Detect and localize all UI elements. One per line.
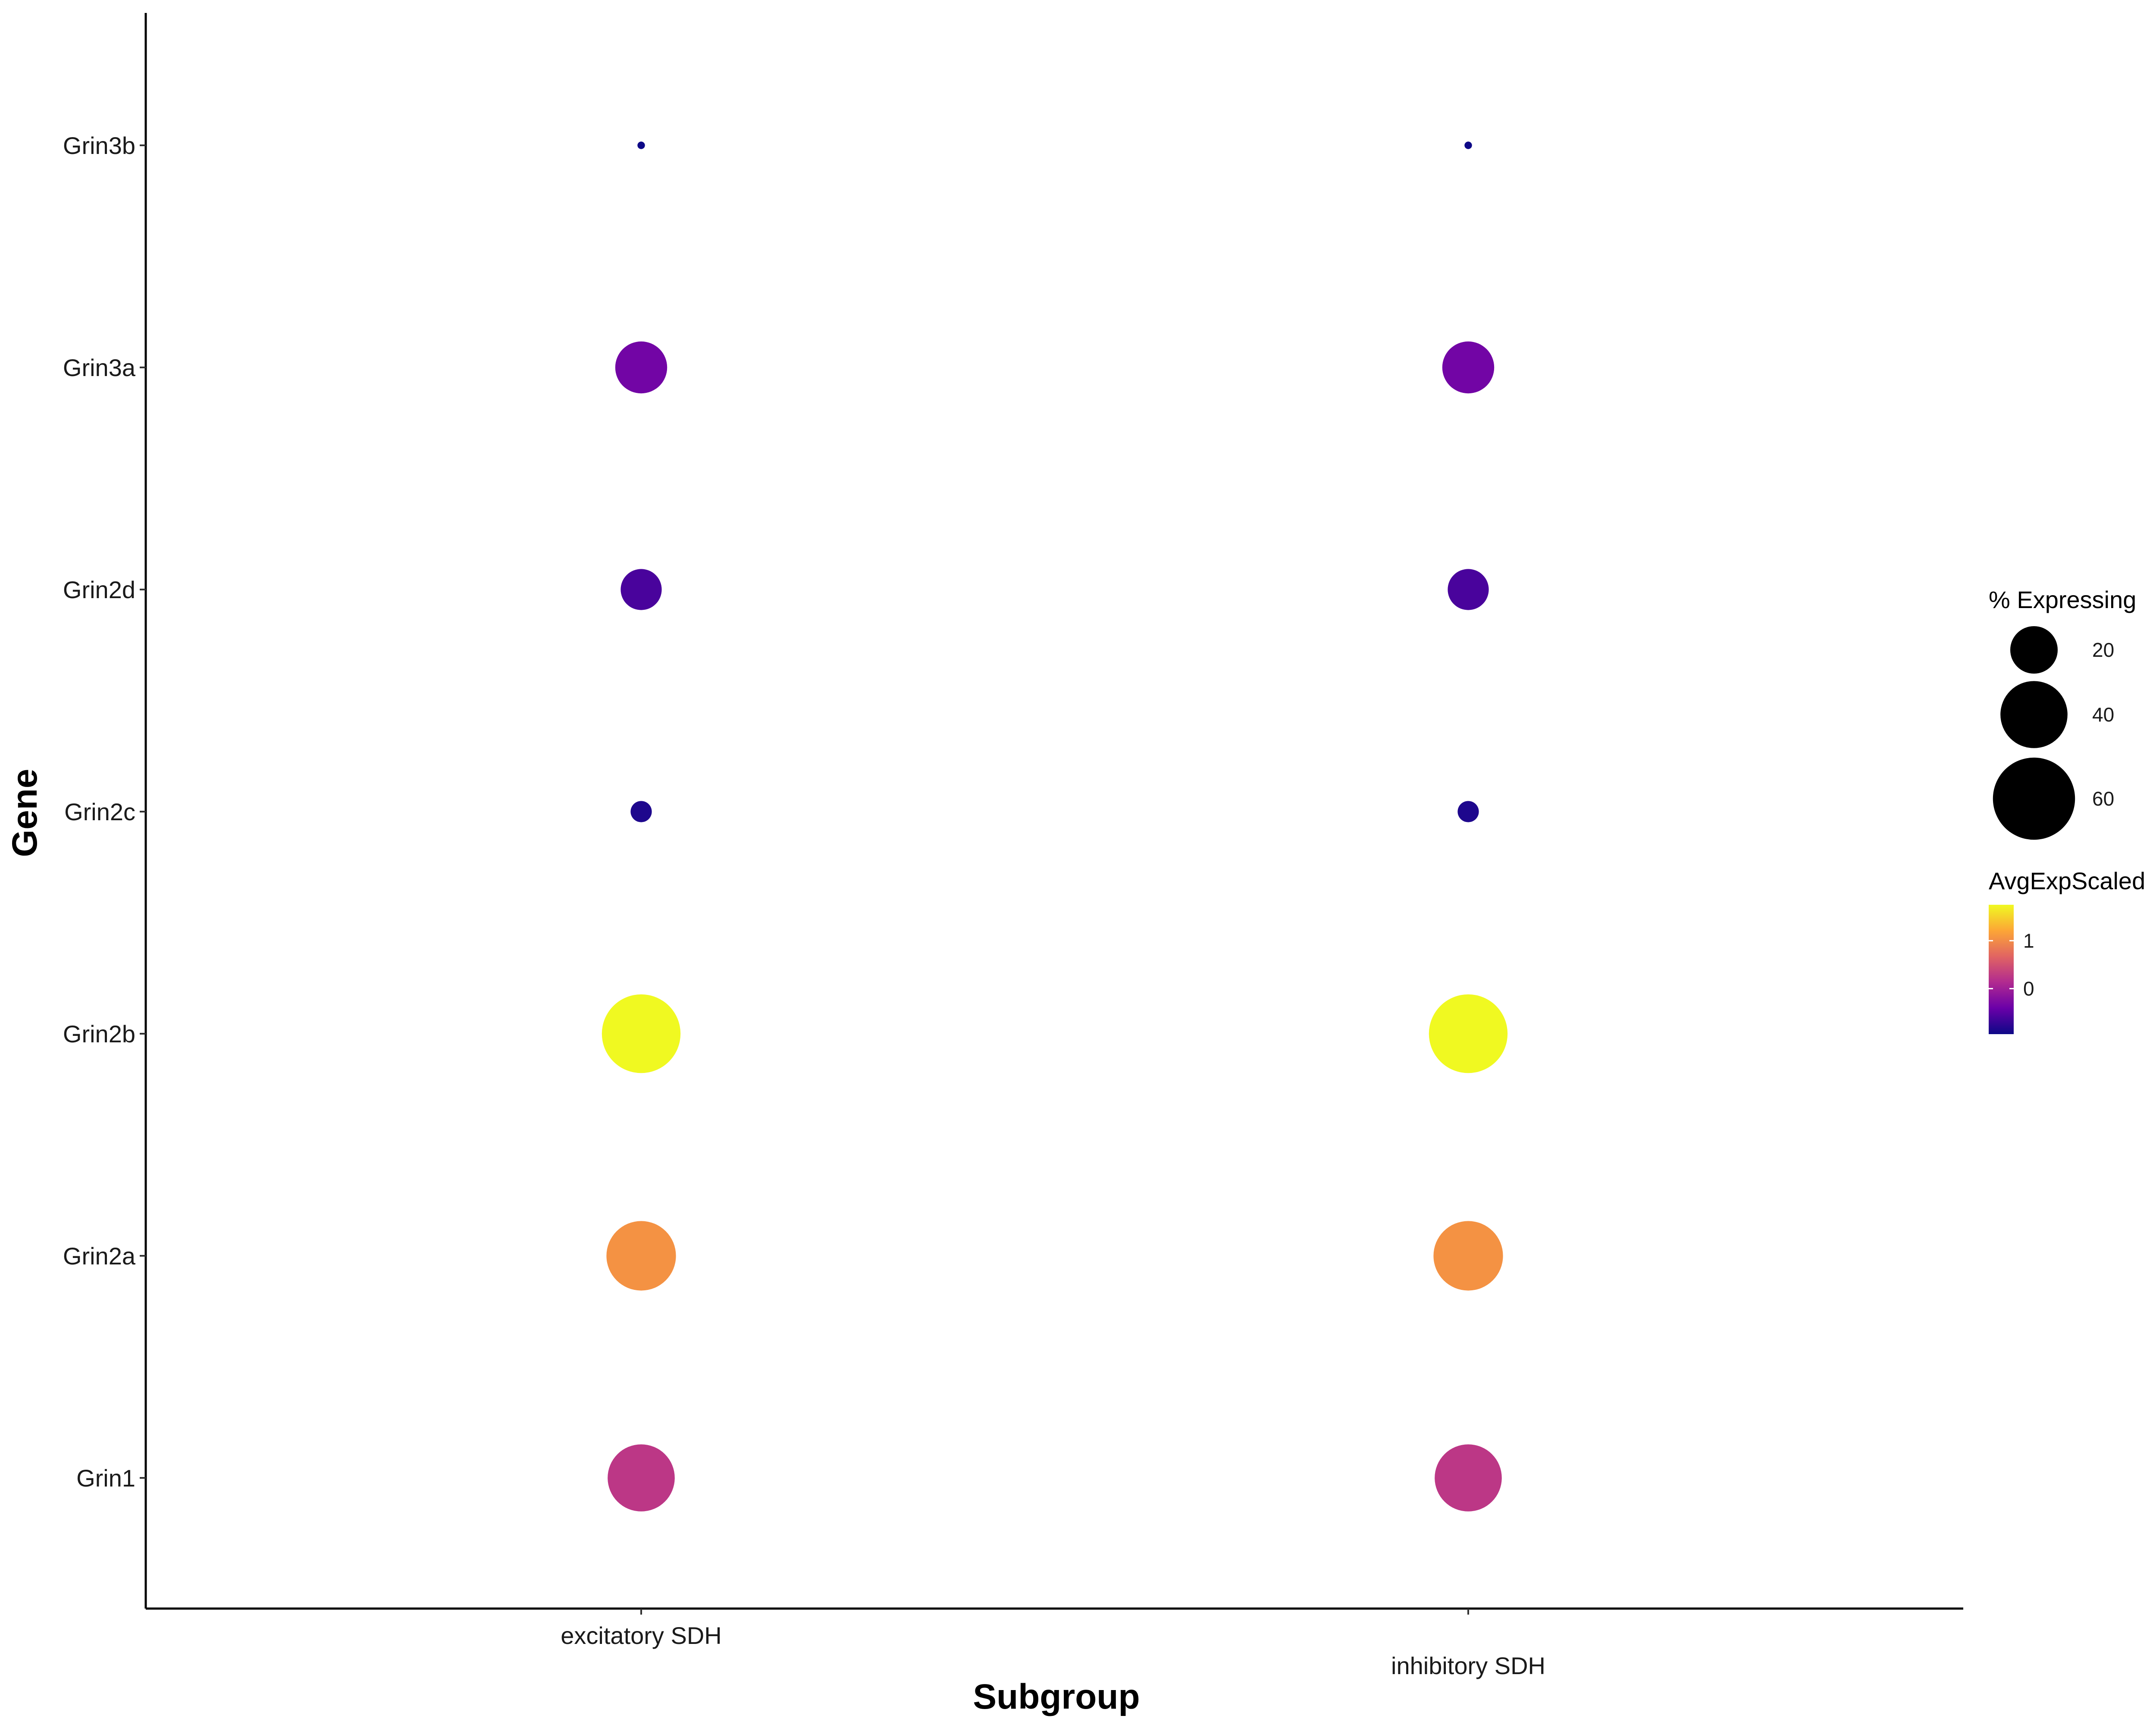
color-bar	[1989, 905, 2014, 1034]
dot-grin2a-inhibitory	[1433, 1221, 1503, 1291]
y-tick-label: Grin3a	[63, 354, 136, 381]
dot-grin2b-inhibitory	[1429, 994, 1508, 1073]
dot-grin3b-inhibitory	[1464, 141, 1472, 149]
y-tick-label: Grin2b	[63, 1020, 135, 1048]
x-tick-label: excitatory SDH	[561, 1622, 721, 1649]
plot-area	[602, 141, 1508, 1512]
y-tick-label: Grin3b	[63, 132, 135, 159]
size-legend: 20 40 60	[1993, 626, 2114, 840]
dot-grin1-inhibitory	[1435, 1444, 1502, 1512]
size-legend-title: % Expressing	[1989, 586, 2136, 613]
size-legend-key	[2000, 681, 2068, 748]
dot-grin2d-inhibitory	[1448, 569, 1489, 610]
color-legend-label: 1	[2023, 929, 2034, 952]
dot-grin2a-excitatory	[606, 1221, 676, 1291]
color-legend-label: 0	[2023, 977, 2034, 1000]
dot-grin1-excitatory	[608, 1444, 675, 1512]
y-axis-title: Gene	[5, 768, 44, 857]
color-legend: 10	[1989, 905, 2034, 1034]
dot-grin3b-excitatory	[637, 141, 645, 149]
dot-grin3a-excitatory	[615, 341, 667, 394]
y-tick-label: Grin1	[76, 1465, 135, 1492]
size-legend-label: 40	[2092, 703, 2114, 726]
size-legend-key	[2010, 626, 2058, 674]
y-tick-label: Grin2a	[63, 1242, 136, 1270]
x-tick-label: inhibitory SDH	[1391, 1652, 1545, 1679]
size-legend-label: 20	[2092, 639, 2114, 661]
dot-grin2b-excitatory	[602, 994, 681, 1073]
dot-grin2c-excitatory	[630, 801, 652, 822]
dot-grin2c-inhibitory	[1457, 801, 1479, 822]
y-tick-label: Grin2d	[63, 576, 135, 603]
dot-grin2d-excitatory	[620, 569, 662, 610]
size-legend-label: 60	[2092, 787, 2114, 810]
dot-grin3a-inhibitory	[1442, 341, 1495, 394]
x-axis-title: Subgroup	[973, 1677, 1140, 1716]
axes: Grin1 Grin2a Grin2b Grin2c Grin2d Grin3a Grin3…	[63, 13, 1963, 1679]
y-tick-label: Grin2c	[64, 798, 135, 825]
size-legend-key	[1993, 757, 2075, 840]
color-legend-title: AvgExpScaled	[1989, 867, 2145, 894]
